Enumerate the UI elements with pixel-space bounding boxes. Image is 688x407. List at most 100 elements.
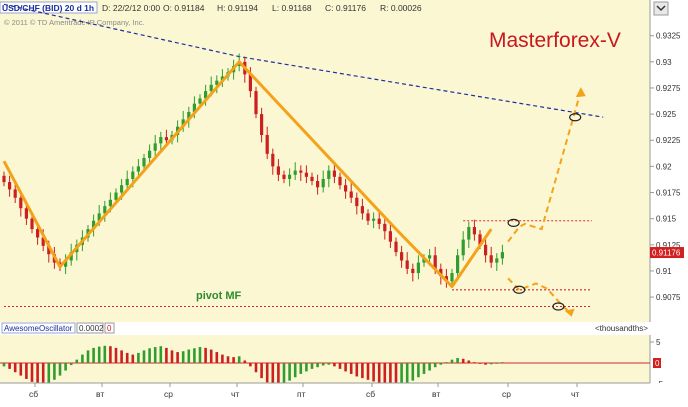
window-menu-button[interactable] xyxy=(653,1,669,16)
oscillator-bar xyxy=(114,347,118,363)
chevron-down-icon xyxy=(656,5,666,12)
price-tick-label: 0.9325 xyxy=(656,32,681,41)
oscillator-bar xyxy=(97,346,101,363)
candle-body xyxy=(148,150,152,159)
candle-body xyxy=(30,218,34,230)
candle-body xyxy=(198,98,202,104)
candle-body xyxy=(36,229,40,238)
oscillator-bar xyxy=(428,363,431,371)
symbol-box[interactable] xyxy=(0,1,98,14)
price-tick-label: 0.915 xyxy=(656,215,677,224)
oscillator-bar xyxy=(53,363,56,380)
oscillator-bar xyxy=(484,363,487,365)
oscillator-bar xyxy=(198,347,202,363)
oscillator-bar xyxy=(355,363,359,377)
price-axis-ticks: 0.9325 0.93 0.9275 0.925 0.9225 0.92 0.9175 0.9… xyxy=(650,32,681,302)
oscillator-bar xyxy=(389,363,392,387)
header-high: H: 0.91194 xyxy=(217,3,258,13)
oscillator-name: AwesomeOscillator xyxy=(4,324,73,333)
oscillator-bar xyxy=(445,362,448,363)
pivot-label: pivot MF xyxy=(196,290,241,302)
oscillator-bar xyxy=(417,363,420,378)
oscillator-bar xyxy=(260,363,263,379)
time-tick-label: вт xyxy=(432,389,440,399)
oscillator-bar xyxy=(456,357,459,363)
oscillator-bar xyxy=(120,350,123,363)
zigzag-wave-line xyxy=(2,60,493,289)
candle-body xyxy=(293,170,297,175)
oscillator-bar xyxy=(344,363,347,372)
price-tick-label: 0.92 xyxy=(656,162,672,171)
price-tick-label: 0.9125 xyxy=(656,241,681,250)
oscillator-bar xyxy=(226,356,230,363)
candle-body xyxy=(495,258,499,263)
oscillator-bar xyxy=(19,363,23,376)
price-tick-label: 0.9275 xyxy=(656,84,681,93)
candle-body xyxy=(478,234,482,245)
candle-body xyxy=(64,260,68,267)
candle-body xyxy=(41,237,45,246)
candle-body xyxy=(24,208,28,219)
candle-body xyxy=(338,176,342,186)
oscillator-bar xyxy=(400,363,403,387)
candle-body xyxy=(344,185,348,192)
candle-body xyxy=(47,245,51,255)
candle-body xyxy=(13,189,17,198)
oscillator-bar xyxy=(473,362,476,363)
oscillator-name-box[interactable] xyxy=(1,322,76,334)
candle-body xyxy=(164,137,168,141)
oscillator-bar xyxy=(170,350,174,363)
candle-body xyxy=(428,255,432,259)
oscillator-bar xyxy=(25,363,28,379)
oscillator-bar xyxy=(153,347,157,363)
oscillator-bar xyxy=(277,363,280,386)
candle-body xyxy=(159,137,163,144)
candle-body xyxy=(299,170,303,173)
time-tick-label: чт xyxy=(231,389,239,399)
candle-body xyxy=(360,206,364,214)
candle-body xyxy=(416,262,420,274)
candle-body xyxy=(125,178,129,186)
oscillator-bar xyxy=(47,363,51,384)
oscillator-bar xyxy=(125,352,129,363)
oscillator-bar xyxy=(215,352,219,363)
oscillator-bar xyxy=(159,346,163,363)
oscillator-bar xyxy=(64,363,67,371)
candle-body xyxy=(103,206,107,214)
oscillator-bar xyxy=(2,363,6,367)
oscillator-value-box xyxy=(76,322,104,334)
time-axis-bg xyxy=(0,383,688,402)
candle-body xyxy=(136,166,140,172)
oscillator-bar xyxy=(293,363,297,378)
candle-body xyxy=(439,268,443,277)
horizontal-levels xyxy=(4,220,592,308)
time-tick-label: чт xyxy=(571,389,579,399)
candle-body xyxy=(204,91,208,99)
time-tick-label: вт xyxy=(96,389,104,399)
oscillator-panel-bg xyxy=(0,335,650,383)
oscillator-bar xyxy=(333,363,336,367)
oscillator-bar xyxy=(249,363,252,367)
oscillator-bar xyxy=(433,363,437,368)
oscillator-bar xyxy=(372,363,375,382)
candle-body xyxy=(260,114,264,136)
candle-body xyxy=(450,273,454,282)
time-tick-label: ср xyxy=(164,389,173,399)
symbol-label: USD/CHF (BID) 20 d 1h xyxy=(2,3,94,13)
oscillator-bar xyxy=(237,356,241,363)
oscillator-bar xyxy=(137,352,140,363)
oscillator-bar xyxy=(383,363,387,385)
oscillator-bar xyxy=(109,346,112,363)
oscillator-bar xyxy=(209,349,213,363)
candle-body xyxy=(120,185,124,193)
candle-body xyxy=(372,218,376,221)
price-tick-label: 0.9175 xyxy=(656,189,681,198)
oscillator-bar xyxy=(495,363,499,364)
projection-down-path xyxy=(507,277,571,313)
oscillator-value: 0.0002 xyxy=(79,324,104,333)
oscillator-bar xyxy=(41,363,45,385)
time-axis-ticks: сб вт ср чт пт сб вт ср чт xyxy=(29,383,579,399)
oscillator-bar xyxy=(316,363,319,368)
candle-body xyxy=(248,74,252,92)
oscillator-bar xyxy=(461,358,465,363)
